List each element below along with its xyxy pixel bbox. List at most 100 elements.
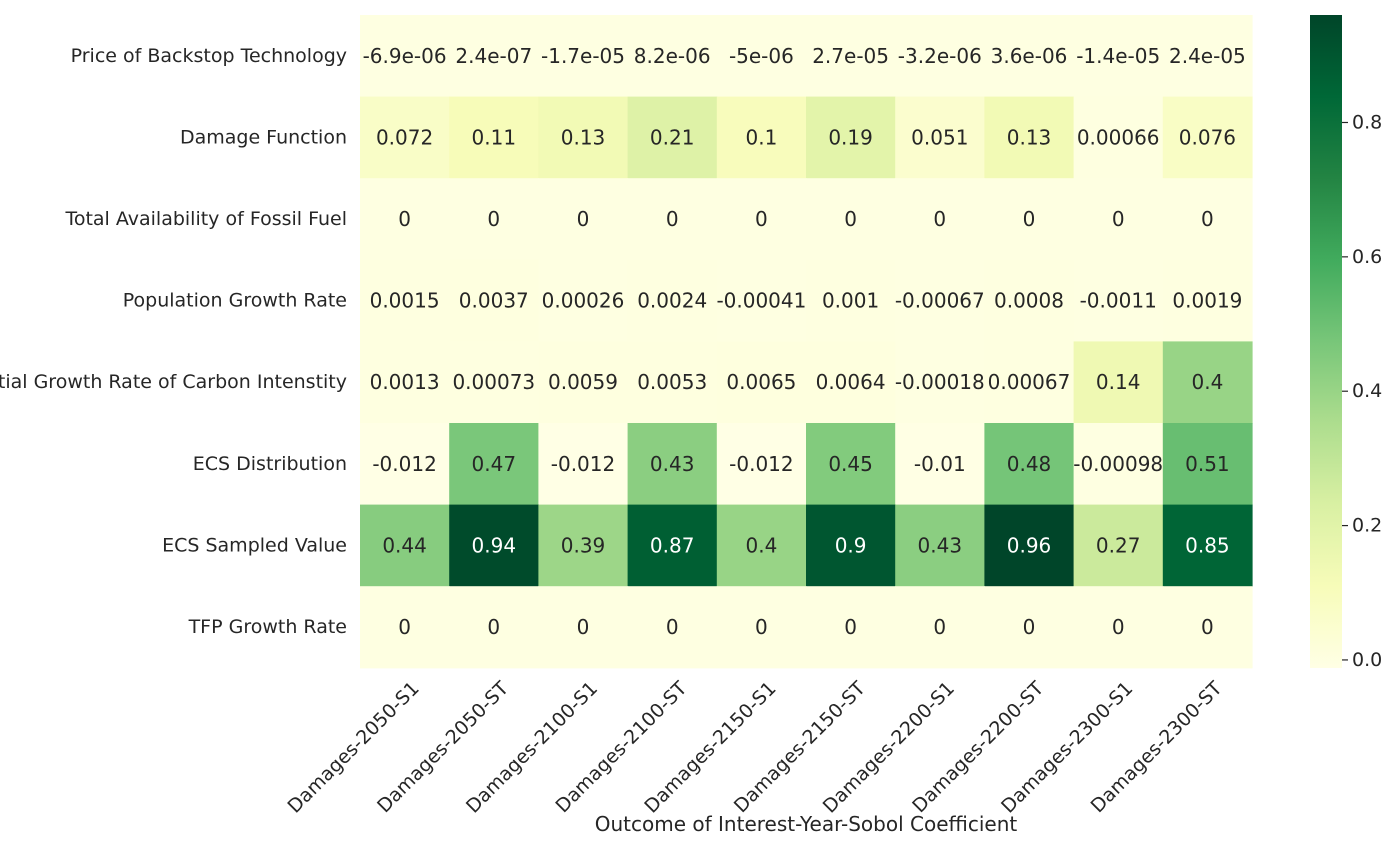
cell-annotation: 0.00066 (1077, 125, 1160, 149)
heatmap-cell (1073, 96, 1164, 179)
heatmap-cell (895, 341, 985, 424)
cell-annotation: 0.1 (745, 125, 777, 149)
cell-annotation: -0.012 (551, 452, 615, 476)
cell-annotation: 2.4e-05 (1169, 44, 1246, 68)
heatmap-cell (984, 341, 1075, 424)
cell-annotation: 0.39 (561, 533, 606, 557)
heatmap-cell (627, 96, 718, 179)
heatmap-cell (449, 423, 539, 506)
y-tick-label: Population Growth Rate (123, 290, 347, 312)
heatmap-cell (1073, 15, 1164, 98)
colorbar-tick-label: 0.6 (1352, 246, 1382, 268)
heatmap-cell (538, 341, 629, 424)
heatmap-cell (1162, 178, 1253, 261)
heatmap-cell (716, 178, 807, 261)
cell-annotation: -1.7e-05 (541, 44, 625, 68)
cell-annotation: 0.51 (1185, 452, 1230, 476)
heatmap-cell (1073, 178, 1164, 261)
heatmap-cell (360, 586, 450, 669)
heatmap-cell (1073, 504, 1164, 587)
heatmap-cell (627, 15, 718, 98)
heatmap-cell (449, 259, 539, 342)
heatmap-cell (984, 15, 1075, 98)
cell-annotation: 0 (487, 207, 500, 231)
cell-annotation: 0 (487, 615, 500, 639)
heatmap-cell (716, 586, 807, 669)
cell-annotation: 0.051 (911, 125, 968, 149)
cell-annotation: 0.11 (472, 125, 517, 149)
heatmap-cell (1162, 259, 1253, 342)
heatmap-cell (1162, 504, 1253, 587)
heatmap-cell (360, 96, 450, 179)
cell-annotation: 0 (577, 207, 590, 231)
cell-annotation: 0 (933, 207, 946, 231)
cell-annotation: 0.0064 (816, 370, 886, 394)
cell-annotation: -6.9e-06 (363, 44, 447, 68)
cell-annotation: 2.7e-05 (812, 44, 889, 68)
heatmap-cells (360, 15, 1253, 669)
heatmap-cell (1073, 341, 1164, 424)
y-tick-label: ECS Distribution (193, 453, 347, 475)
cell-annotation: -1.4e-05 (1076, 44, 1160, 68)
heatmap-cell (716, 259, 807, 342)
y-tick-label: TFP Growth Rate (188, 616, 347, 638)
heatmap-cell (360, 504, 450, 587)
cell-annotation: -0.01 (914, 452, 966, 476)
cell-annotation: 0.0015 (370, 289, 440, 313)
cell-annotation: 3.6e-06 (991, 44, 1068, 68)
cell-annotation: 0.87 (650, 533, 695, 557)
heatmap-cell (627, 504, 718, 587)
cell-annotation: 0.48 (1007, 452, 1052, 476)
cell-annotation: 0.0065 (726, 370, 796, 394)
heatmap-cell (984, 504, 1075, 587)
heatmap-cell (449, 15, 539, 98)
cell-annotation: 0 (398, 207, 411, 231)
y-tick-labels: Price of Backstop Technology Damage Funct… (0, 45, 347, 638)
heatmap-cell (538, 178, 629, 261)
cell-annotation: 0 (1112, 207, 1125, 231)
heatmap-cell (895, 15, 985, 98)
cell-annotation: 0.00073 (452, 370, 535, 394)
cell-annotation: 0 (1112, 615, 1125, 639)
cell-annotation: 0.13 (1007, 125, 1052, 149)
heatmap-cell (806, 259, 896, 342)
heatmap-cell (627, 178, 718, 261)
heatmap-cell (627, 341, 718, 424)
colorbar: 0.0 0.2 0.4 0.6 0.8 (1310, 15, 1382, 671)
heatmap-cell (716, 423, 807, 506)
heatmap-cell (360, 423, 450, 506)
heatmap-cell (538, 423, 629, 506)
x-axis-title: Outcome of Interest-Year-Sobol Coefficie… (594, 812, 1018, 836)
cell-annotation: -0.012 (729, 452, 793, 476)
cell-annotation: -0.012 (372, 452, 436, 476)
heatmap-cell (806, 341, 896, 424)
heatmap-cell (627, 586, 718, 669)
cell-annotation: -3.2e-06 (898, 44, 982, 68)
cell-annotation: 0.19 (828, 125, 873, 149)
cell-annotation: -0.00098 (1073, 452, 1163, 476)
cell-annotation: 0 (1023, 207, 1036, 231)
cell-annotation: -0.00041 (716, 289, 806, 313)
cell-annotation: 0.0037 (459, 289, 529, 313)
cell-annotation: 0.14 (1096, 370, 1141, 394)
heatmap-cell (984, 586, 1075, 669)
colorbar-tick-label: 0.4 (1352, 380, 1382, 402)
heatmap-cell (1073, 423, 1164, 506)
cell-annotation: 0.85 (1185, 533, 1230, 557)
y-tick-label: Total Availability of Fossil Fuel (64, 208, 347, 230)
cell-annotation: 0.47 (472, 452, 517, 476)
heatmap-cell (1162, 341, 1253, 424)
heatmap-cell (538, 15, 629, 98)
cell-annotation: 0 (666, 207, 679, 231)
heatmap-cell (806, 15, 896, 98)
cell-annotation: 0.0059 (548, 370, 618, 394)
cell-annotation: 0 (1201, 207, 1214, 231)
heatmap-cell (449, 341, 539, 424)
cell-annotation: 0.072 (376, 125, 433, 149)
cell-annotation: 0.13 (561, 125, 606, 149)
heatmap-cell (895, 96, 985, 179)
heatmap-cell (895, 259, 985, 342)
heatmap-cell (538, 504, 629, 587)
cell-annotation: 0.00067 (988, 370, 1071, 394)
